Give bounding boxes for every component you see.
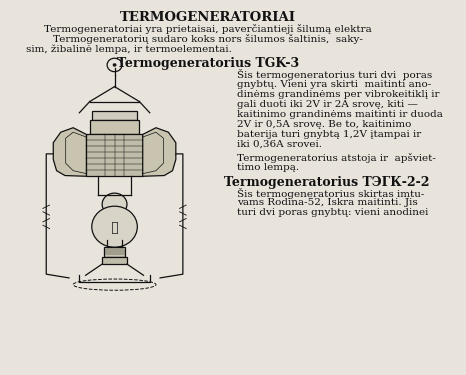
Circle shape	[102, 193, 127, 216]
Polygon shape	[143, 128, 176, 176]
Text: Šis termogeneratorius turi dvi  poras: Šis termogeneratorius turi dvi poras	[237, 69, 432, 81]
Text: baterija turi gnybtą 1,2V įtampai ir: baterija turi gnybtą 1,2V įtampai ir	[237, 130, 421, 139]
Text: dinėms grandinėms per vibrokeitiklį ir: dinėms grandinėms per vibrokeitiklį ir	[237, 90, 439, 99]
Text: TERMOGENERATORIAI: TERMOGENERATORIAI	[120, 11, 296, 24]
Bar	[102, 256, 127, 264]
Text: turi dvi poras gnybtų: vieni anodinei: turi dvi poras gnybtų: vieni anodinei	[237, 209, 428, 218]
Circle shape	[113, 63, 116, 66]
Text: iki 0,36A srovei.: iki 0,36A srovei.	[237, 140, 322, 149]
Text: 2V ir 0,5A srovę. Be to, kaitinimo: 2V ir 0,5A srovę. Be to, kaitinimo	[237, 120, 411, 129]
Text: Termogeneratoriai yra prietaisai, paverčiantieji šilumą elektra: Termogeneratoriai yra prietaisai, paverč…	[44, 24, 371, 34]
Text: kaitinimo grandinėms maitinti ir duoda: kaitinimo grandinėms maitinti ir duoda	[237, 110, 443, 119]
Text: Termogeneratorius TЭГК-2-2: Termogeneratorius TЭГК-2-2	[224, 176, 430, 189]
Text: gnybtų. Vieni yra skirti  maitinti ano-: gnybtų. Vieni yra skirti maitinti ano-	[237, 80, 431, 88]
Bar	[92, 111, 137, 120]
Text: vams Rodina-52, Iskra maitinti. Jis: vams Rodina-52, Iskra maitinti. Jis	[237, 198, 418, 207]
Text: timo lempą.: timo lempą.	[237, 163, 299, 172]
Text: Termogeneratorius atstoja ir  apšviet-: Termogeneratorius atstoja ir apšviet-	[237, 153, 436, 163]
Bar	[90, 120, 139, 135]
Text: sim, žibalinė lempa, ir termoelementai.: sim, žibalinė lempa, ir termoelementai.	[26, 45, 232, 54]
Bar	[104, 247, 125, 256]
Circle shape	[92, 206, 137, 247]
Text: gali duoti iki 2V ir 2A srovę, kiti —: gali duoti iki 2V ir 2A srovę, kiti —	[237, 100, 418, 109]
Text: Šis termogeneratorius skirtas imtu-: Šis termogeneratorius skirtas imtu-	[237, 188, 424, 199]
Text: Termogeneratorių sudaro koks nors šilumos šaltinis,  saky-: Termogeneratorių sudaro koks nors šilumo…	[53, 34, 363, 44]
Text: Termogeneratorius TGK-3: Termogeneratorius TGK-3	[116, 57, 299, 70]
Polygon shape	[53, 128, 86, 176]
Bar	[86, 135, 143, 176]
